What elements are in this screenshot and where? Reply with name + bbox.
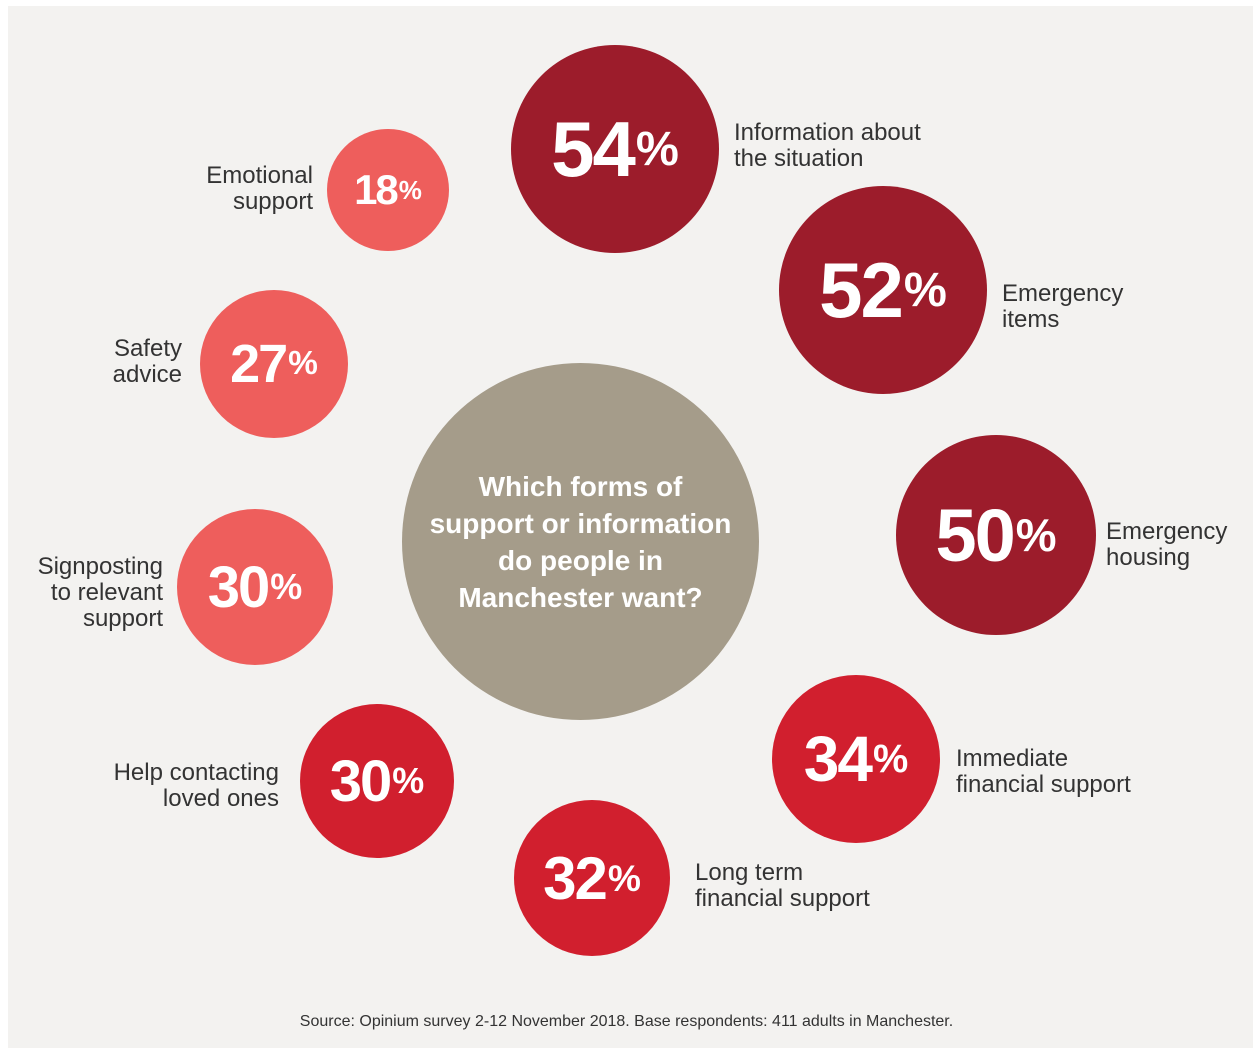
bubble-2: 52% — [779, 186, 987, 394]
percent-sign: % — [270, 566, 303, 607]
bubble-label-line: housing — [1106, 544, 1191, 571]
percent-sign: % — [635, 122, 679, 176]
bubble-label: Safety advice — [113, 336, 182, 388]
bubble-label-line: Emergency — [1002, 280, 1124, 307]
percent-sign: % — [1015, 509, 1057, 561]
bubble-label-line: Immediate — [956, 745, 1069, 772]
percent-sign: % — [392, 760, 425, 801]
bubble-value: 30 — [207, 554, 270, 620]
bubble-label-line: financial support — [695, 885, 870, 912]
bubble-label: Immediate financial support — [956, 746, 1131, 798]
center-question-circle: Which forms of support or information do… — [402, 363, 759, 720]
bubble-5: 32% — [514, 800, 670, 956]
bubble-label-line: items — [1002, 306, 1060, 333]
bubble-label-line: Help contacting — [113, 759, 279, 786]
bubble-value: 50 — [935, 493, 1015, 577]
percent-sign: % — [607, 856, 641, 899]
bubble-label-line: advice — [112, 361, 182, 388]
bubble-label: Signposting to relevant support — [38, 554, 163, 632]
bubble-label-line: Emergency — [1106, 518, 1228, 545]
bubble-label-line: to relevant — [50, 579, 163, 606]
bubble-label: Emotional support — [206, 163, 313, 215]
bubble-1: 54% — [511, 45, 719, 253]
bubble-value: 34 — [803, 723, 873, 795]
chart-title: Which forms of support or information do… — [429, 470, 732, 613]
bubble-value: 27 — [230, 334, 288, 394]
bubble-4: 34% — [772, 675, 940, 843]
bubble-8: 27% — [200, 290, 348, 438]
bubble-value: 30 — [329, 748, 392, 814]
bubble-label-line: financial support — [956, 771, 1131, 798]
bubble-label-line: loved ones — [162, 785, 279, 812]
bubble-label-line: Emotional — [206, 162, 313, 189]
bubble-label: Emergency items — [1002, 281, 1123, 333]
bubble-value: 32 — [543, 844, 608, 912]
percent-sign: % — [903, 263, 947, 317]
bubble-label-line: support — [82, 605, 163, 632]
bubble-label-line: support — [232, 188, 313, 215]
source-note: Source: Opinium survey 2-12 November 201… — [299, 1013, 954, 1030]
percent-sign: % — [872, 736, 909, 781]
bubble-value: 52 — [819, 245, 904, 334]
bubble-value: 18 — [354, 166, 399, 213]
bubble-label: Emergency housing — [1106, 519, 1227, 571]
bubble-label: Information about the situation — [734, 120, 921, 172]
bubble-label-line: Information about — [734, 119, 921, 146]
bubble-value: 54 — [551, 104, 636, 193]
percent-sign: % — [398, 174, 422, 205]
bubble-label-line: Safety — [113, 335, 182, 362]
bubble-label: Help contacting loved ones — [114, 760, 279, 812]
bubble-9: 18% — [327, 129, 449, 251]
bubble-6: 30% — [300, 704, 454, 858]
bubble-label-line: the situation — [734, 145, 864, 172]
bubble-label: Long term financial support — [695, 860, 870, 912]
bubble-3: 50% — [896, 435, 1096, 635]
bubble-label-line: Long term — [695, 859, 804, 886]
percent-sign: % — [288, 345, 318, 382]
bubble-label-line: Signposting — [37, 553, 163, 580]
bubble-7: 30% — [177, 509, 333, 665]
